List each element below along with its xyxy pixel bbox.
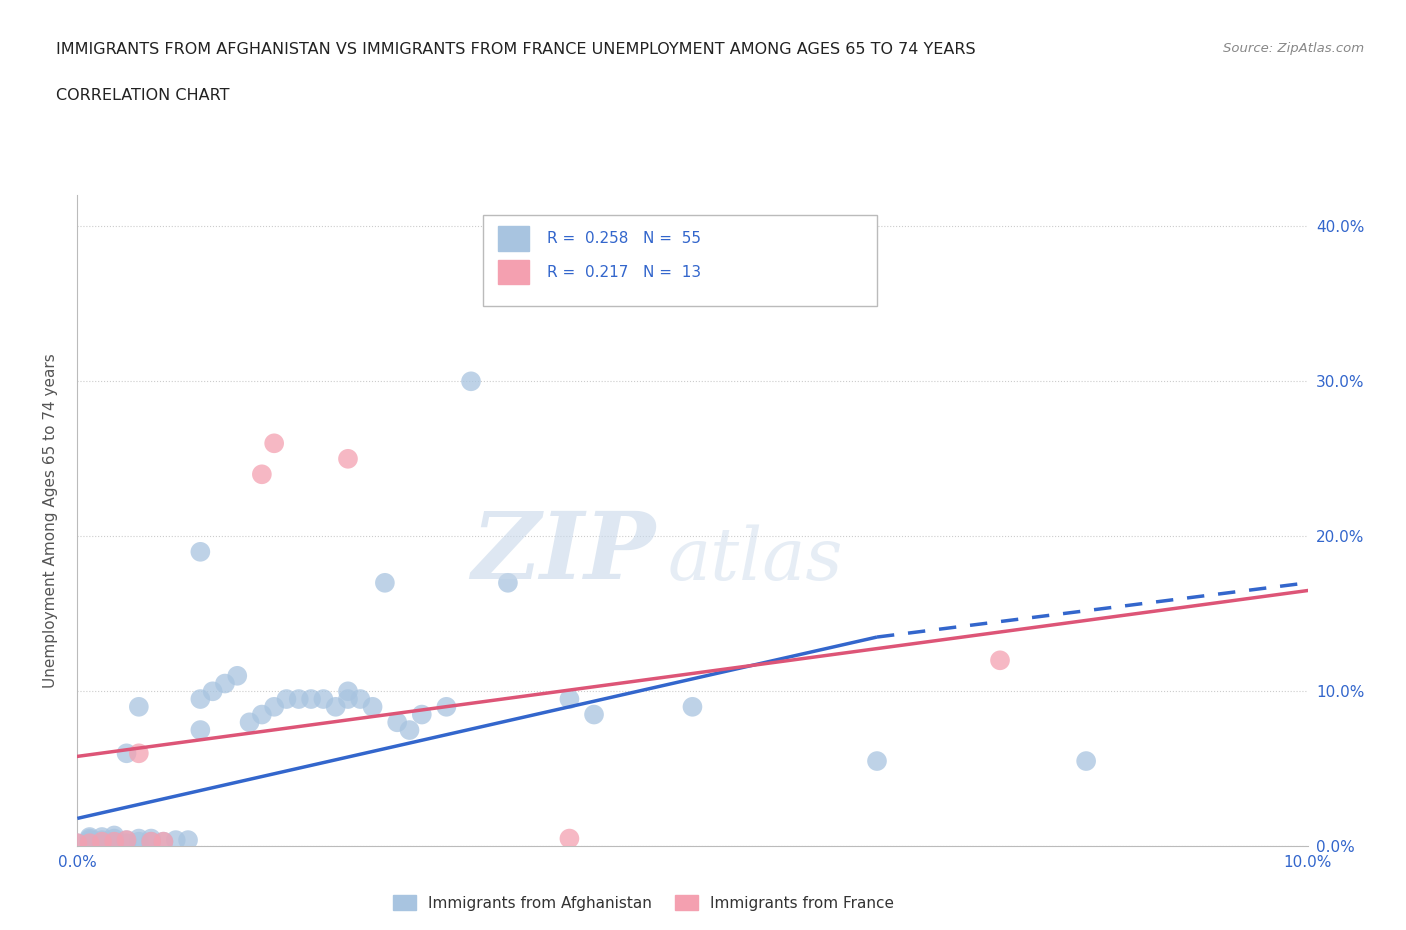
Point bbox=[496, 576, 519, 591]
Point bbox=[188, 544, 212, 559]
Point bbox=[214, 676, 236, 691]
Point bbox=[583, 707, 606, 722]
Point bbox=[128, 831, 150, 846]
Point bbox=[325, 699, 347, 714]
Text: IMMIGRANTS FROM AFGHANISTAN VS IMMIGRANTS FROM FRANCE UNEMPLOYMENT AMONG AGES 65: IMMIGRANTS FROM AFGHANISTAN VS IMMIGRANT… bbox=[56, 42, 976, 57]
Point bbox=[385, 715, 409, 730]
Point bbox=[250, 707, 273, 722]
Point bbox=[79, 830, 101, 844]
FancyBboxPatch shape bbox=[498, 226, 529, 251]
Point bbox=[361, 699, 384, 714]
Text: R =  0.258   N =  55: R = 0.258 N = 55 bbox=[547, 231, 702, 246]
Point bbox=[152, 834, 174, 849]
Point bbox=[66, 836, 89, 851]
Point bbox=[115, 832, 138, 847]
Text: Source: ZipAtlas.com: Source: ZipAtlas.com bbox=[1223, 42, 1364, 55]
Point bbox=[90, 836, 114, 851]
Point bbox=[79, 837, 101, 852]
Point bbox=[349, 692, 371, 707]
Point bbox=[1076, 753, 1098, 768]
Point bbox=[460, 374, 482, 389]
Point bbox=[250, 467, 273, 482]
Y-axis label: Unemployment Among Ages 65 to 74 years: Unemployment Among Ages 65 to 74 years bbox=[44, 353, 58, 688]
Point bbox=[201, 684, 224, 698]
Point bbox=[276, 692, 298, 707]
Point bbox=[177, 832, 200, 847]
Point bbox=[141, 834, 163, 849]
FancyBboxPatch shape bbox=[498, 259, 529, 285]
Point bbox=[79, 834, 101, 849]
Point bbox=[103, 836, 125, 851]
Text: CORRELATION CHART: CORRELATION CHART bbox=[56, 88, 229, 103]
Point bbox=[558, 692, 581, 707]
Point bbox=[128, 699, 150, 714]
Point bbox=[165, 832, 187, 847]
Point bbox=[411, 707, 433, 722]
Point bbox=[398, 723, 420, 737]
Point bbox=[558, 831, 581, 846]
Point bbox=[988, 653, 1011, 668]
Legend: Immigrants from Afghanistan, Immigrants from France: Immigrants from Afghanistan, Immigrants … bbox=[387, 888, 900, 917]
Point bbox=[239, 715, 262, 730]
Point bbox=[436, 699, 458, 714]
Point bbox=[103, 828, 125, 843]
Point bbox=[90, 837, 114, 852]
Point bbox=[337, 451, 360, 466]
Point bbox=[79, 836, 101, 851]
Point bbox=[337, 684, 360, 698]
Point bbox=[115, 746, 138, 761]
Point bbox=[103, 834, 125, 849]
Point bbox=[263, 699, 285, 714]
Point bbox=[188, 692, 212, 707]
Point bbox=[374, 576, 396, 591]
Point bbox=[128, 746, 150, 761]
Point bbox=[288, 692, 311, 707]
Text: ZIP: ZIP bbox=[471, 509, 655, 598]
Text: atlas: atlas bbox=[668, 525, 844, 595]
Point bbox=[299, 692, 322, 707]
Point bbox=[226, 669, 249, 684]
Point bbox=[115, 836, 138, 851]
Point bbox=[141, 834, 163, 849]
Point bbox=[66, 836, 89, 851]
Point bbox=[90, 832, 114, 847]
Point bbox=[312, 692, 335, 707]
Point bbox=[90, 830, 114, 844]
Point bbox=[128, 834, 150, 849]
Point bbox=[188, 723, 212, 737]
Point bbox=[79, 831, 101, 846]
Point bbox=[103, 831, 125, 846]
Point bbox=[141, 831, 163, 846]
FancyBboxPatch shape bbox=[484, 215, 877, 306]
Point bbox=[866, 753, 889, 768]
Point bbox=[152, 834, 174, 849]
Point bbox=[90, 834, 114, 849]
Point bbox=[115, 832, 138, 847]
Point bbox=[103, 834, 125, 849]
Point bbox=[337, 692, 360, 707]
Point bbox=[79, 832, 101, 847]
Point bbox=[263, 436, 285, 451]
Text: R =  0.217   N =  13: R = 0.217 N = 13 bbox=[547, 265, 702, 280]
Point bbox=[682, 699, 704, 714]
